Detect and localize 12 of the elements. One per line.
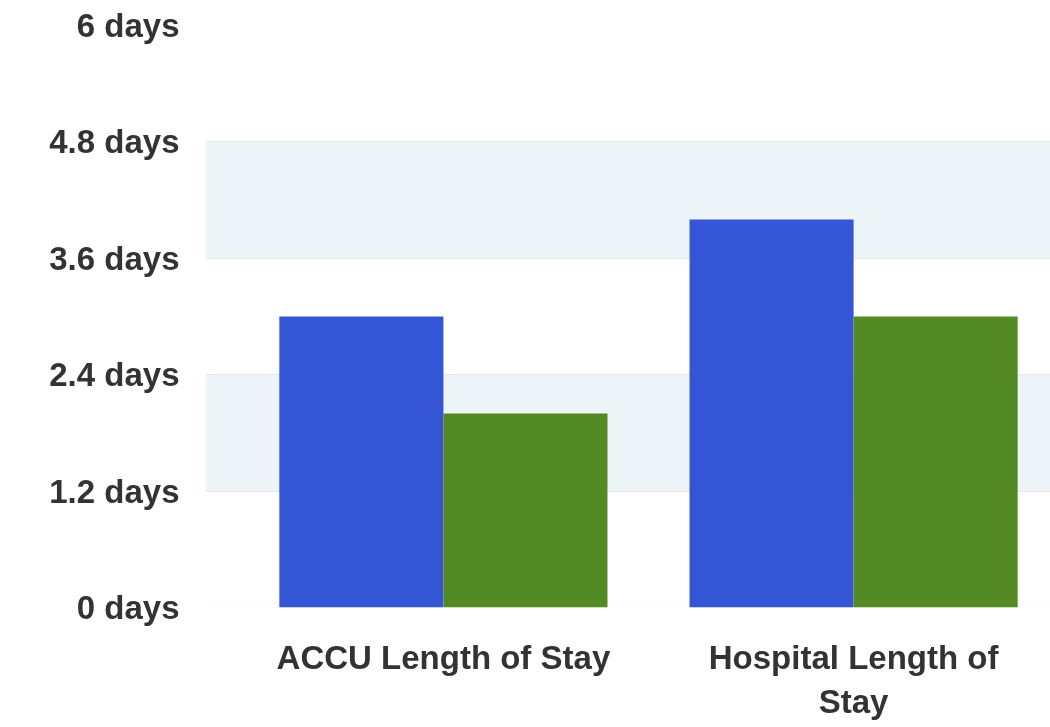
x-tick-label: ACCU Length of Stay (276, 638, 611, 676)
y-tick-label: 4.8 days (49, 123, 180, 161)
y-tick-label: 1.2 days (49, 472, 180, 510)
bar (689, 219, 854, 608)
y-tick-label: 3.6 days (49, 239, 180, 277)
x-tick-label: Hospital Length of Stay (708, 638, 1000, 720)
bar (443, 413, 608, 608)
bar (279, 316, 444, 608)
bar (853, 316, 1018, 608)
y-tick-label: 6 days (76, 7, 180, 44)
y-tick-label: 2.4 days (49, 356, 180, 394)
y-tick-label: 0 days (76, 589, 180, 626)
